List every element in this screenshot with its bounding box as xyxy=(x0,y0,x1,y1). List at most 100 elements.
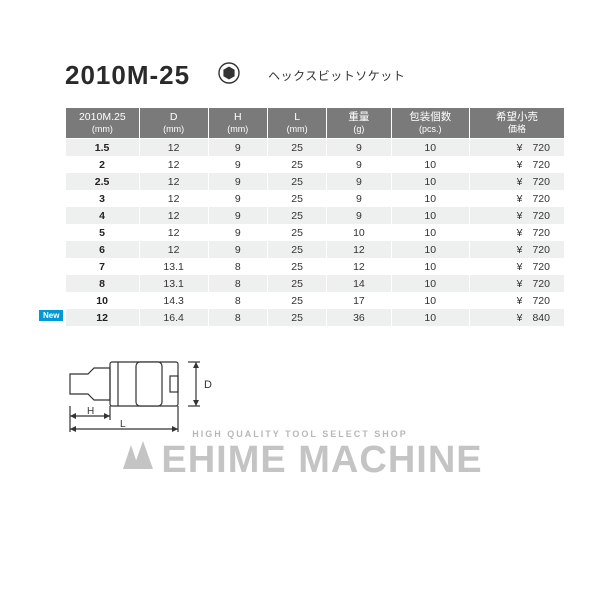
cell: 14.3 xyxy=(139,292,208,309)
col-header: H(mm) xyxy=(208,108,267,139)
cell: 12 xyxy=(139,190,208,207)
cell: 25 xyxy=(267,224,326,241)
cell: 10 xyxy=(391,156,469,173)
cell: 8 xyxy=(208,292,267,309)
col-header: D(mm) xyxy=(139,108,208,139)
cell: 25 xyxy=(267,292,326,309)
table-row: 5129251010¥720 xyxy=(66,224,565,241)
price-cell: ¥720 xyxy=(469,258,564,275)
cell: 25 xyxy=(267,207,326,224)
cell: 14 xyxy=(327,275,391,292)
cell: 12 xyxy=(327,258,391,275)
cell: 6 xyxy=(66,241,140,258)
cell: 8 xyxy=(208,275,267,292)
cell: 7 xyxy=(66,258,140,275)
price-cell: ¥720 xyxy=(469,275,564,292)
col-header: 2010M.25(mm) xyxy=(66,108,140,139)
cell: 25 xyxy=(267,275,326,292)
cell: 10 xyxy=(391,173,469,190)
table-row: 6129251210¥720 xyxy=(66,241,565,258)
cell: 8 xyxy=(208,258,267,275)
cell: 9 xyxy=(208,241,267,258)
cell: 3 xyxy=(66,190,140,207)
cell: 13.1 xyxy=(139,258,208,275)
cell: 12 xyxy=(139,207,208,224)
table-row: 1014.38251710¥720 xyxy=(66,292,565,309)
spec-table: 2010M.25(mm)D(mm)H(mm)L(mm)重量(g)包装個数(pcs… xyxy=(65,107,565,326)
price-cell: ¥840 xyxy=(469,309,564,326)
dimension-diagram: D H L xyxy=(60,344,560,439)
cell: 25 xyxy=(267,139,326,157)
cell: 8 xyxy=(208,309,267,326)
cell: 12 xyxy=(139,241,208,258)
cell: 12 xyxy=(139,173,208,190)
price-cell: ¥720 xyxy=(469,241,564,258)
cell: 9 xyxy=(327,207,391,224)
price-cell: ¥720 xyxy=(469,139,564,157)
cell: 25 xyxy=(267,241,326,258)
new-badge: New xyxy=(39,310,63,321)
cell: 9 xyxy=(208,156,267,173)
table-row: 212925910¥720 xyxy=(66,156,565,173)
cell: 25 xyxy=(267,173,326,190)
col-header: 希望小売価格 xyxy=(469,108,564,139)
cell: 12 xyxy=(139,139,208,157)
table-row: 1.512925910¥720 xyxy=(66,139,565,157)
cell: 9 xyxy=(327,156,391,173)
cell: 12 xyxy=(139,224,208,241)
cell: 10 xyxy=(391,139,469,157)
cell: 10 xyxy=(327,224,391,241)
cell: 5 xyxy=(66,224,140,241)
hex-icon xyxy=(218,62,240,89)
cell: 9 xyxy=(327,139,391,157)
cell: 16.4 xyxy=(139,309,208,326)
cell: 9 xyxy=(208,190,267,207)
header: 2010M-25 ヘックスビットソケット xyxy=(65,60,560,91)
cell: 10 xyxy=(391,224,469,241)
cell: 2 xyxy=(66,156,140,173)
cell: 9 xyxy=(208,173,267,190)
col-header: 重量(g) xyxy=(327,108,391,139)
table-row: 713.18251210¥720 xyxy=(66,258,565,275)
cell: 4 xyxy=(66,207,140,224)
table-header: 2010M.25(mm)D(mm)H(mm)L(mm)重量(g)包装個数(pcs… xyxy=(66,108,565,139)
price-cell: ¥720 xyxy=(469,224,564,241)
col-header: 包装個数(pcs.) xyxy=(391,108,469,139)
cell: 9 xyxy=(208,207,267,224)
cell: 12 xyxy=(139,156,208,173)
price-cell: ¥720 xyxy=(469,156,564,173)
table-row: 813.18251410¥720 xyxy=(66,275,565,292)
table-body: 1.512925910¥720212925910¥7202.512925910¥… xyxy=(66,139,565,327)
watermark-brand: EHIME MACHINE xyxy=(0,435,600,485)
dim-label-d: D xyxy=(204,379,212,391)
cell: 9 xyxy=(208,224,267,241)
model-number: 2010M-25 xyxy=(65,60,190,91)
watermark-logo-icon xyxy=(117,435,157,485)
cell: 10 xyxy=(66,292,140,309)
cell: 9 xyxy=(327,190,391,207)
cell: 12 xyxy=(66,309,140,326)
price-cell: ¥720 xyxy=(469,207,564,224)
cell: 10 xyxy=(391,309,469,326)
cell: 10 xyxy=(391,275,469,292)
table-row: 312925910¥720 xyxy=(66,190,565,207)
table-row: 2.512925910¥720 xyxy=(66,173,565,190)
cell: 10 xyxy=(391,241,469,258)
cell: 12 xyxy=(327,241,391,258)
cell: 10 xyxy=(391,190,469,207)
cell: 1.5 xyxy=(66,139,140,157)
col-header: L(mm) xyxy=(267,108,326,139)
cell: 25 xyxy=(267,258,326,275)
price-cell: ¥720 xyxy=(469,292,564,309)
table-row: 1216.48253610¥840 xyxy=(66,309,565,326)
cell: 25 xyxy=(267,190,326,207)
cell: 9 xyxy=(327,173,391,190)
watermark-text: EHIME MACHINE xyxy=(161,439,482,482)
cell: 25 xyxy=(267,309,326,326)
cell: 10 xyxy=(391,292,469,309)
dim-label-h: H xyxy=(87,406,94,417)
cell: 25 xyxy=(267,156,326,173)
cell: 9 xyxy=(208,139,267,157)
cell: 8 xyxy=(66,275,140,292)
product-subtitle: ヘックスビットソケット xyxy=(268,67,405,84)
